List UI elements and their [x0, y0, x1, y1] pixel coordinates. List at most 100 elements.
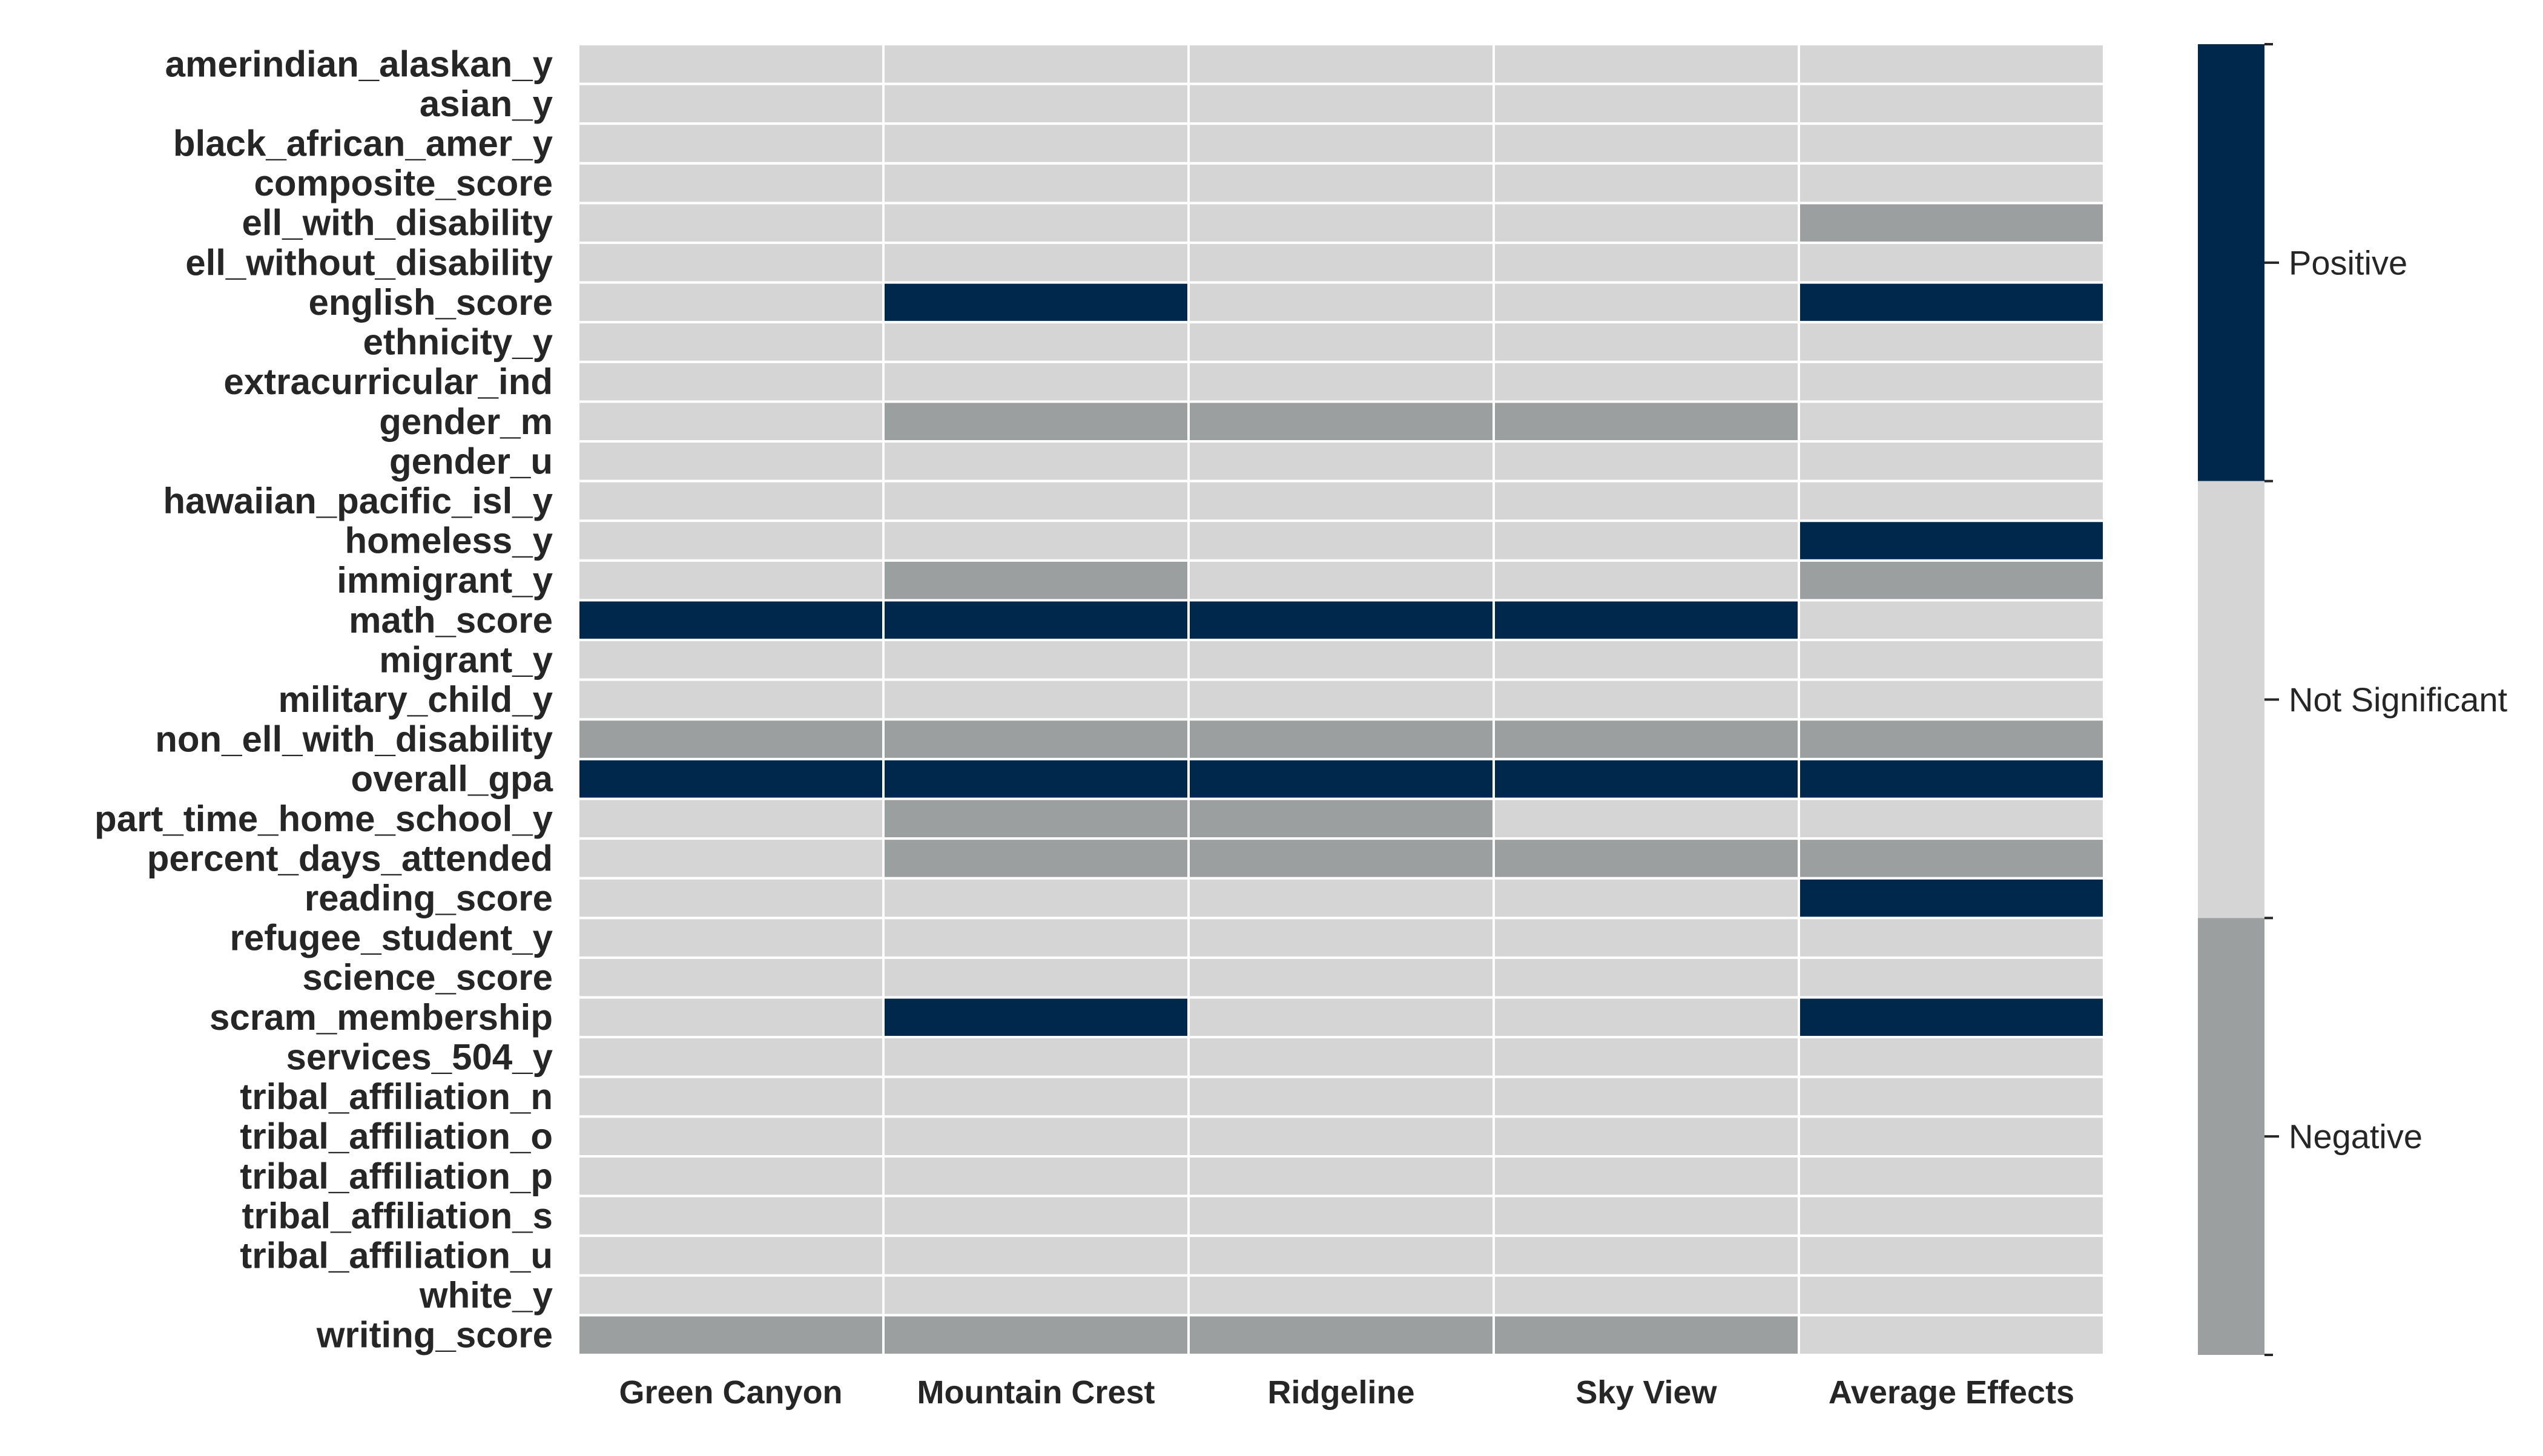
heatmap-cell-reading_score-1: [882, 877, 1190, 920]
x-tick-label: Average Effects: [1829, 1374, 2074, 1411]
heatmap-cell-tribal_affiliation_u-3: [1492, 1234, 1800, 1277]
y-tick-label: non_ell_with_disability: [155, 719, 553, 760]
heatmap-cell-part_time_home_school_y-0: [577, 797, 885, 840]
heatmap-cell-english_score-3: [1492, 281, 1800, 324]
heatmap-cell-gender_m-4: [1798, 400, 2105, 443]
heatmap-cell-reading_score-4: [1798, 877, 2105, 920]
heatmap-cell-ethnicity_y-1: [882, 321, 1190, 363]
y-tick-label: black_african_amer_y: [173, 124, 553, 164]
heatmap-cell-writing_score-3: [1492, 1314, 1800, 1357]
heatmap-cell-overall_gpa-2: [1187, 757, 1495, 800]
heatmap-cell-tribal_affiliation_o-4: [1798, 1115, 2105, 1158]
heatmap-cell-composite_score-3: [1492, 162, 1800, 205]
y-tick-label: overall_gpa: [351, 759, 553, 799]
y-tick-label: homeless_y: [345, 521, 553, 561]
heatmap-cell-percent_days_attended-3: [1492, 837, 1800, 880]
heatmap-cell-migrant_y-4: [1798, 639, 2105, 681]
heatmap-cell-scram_membership-1: [882, 996, 1190, 1039]
heatmap-cell-black_african_amer_y-1: [882, 122, 1190, 165]
y-tick-label: reading_score: [305, 878, 553, 918]
heatmap-cell-tribal_affiliation_n-2: [1187, 1075, 1495, 1118]
heatmap-cell-white_y-2: [1187, 1274, 1495, 1317]
heatmap-cell-extracurricular_ind-0: [577, 360, 885, 403]
heatmap-cell-extracurricular_ind-4: [1798, 360, 2105, 403]
heatmap-cell-composite_score-4: [1798, 162, 2105, 205]
x-tick-label: Green Canyon: [619, 1374, 842, 1411]
heatmap-cell-homeless_y-1: [882, 519, 1190, 562]
heatmap-cell-military_child_y-2: [1187, 678, 1495, 721]
heatmap-cell-overall_gpa-3: [1492, 757, 1800, 800]
colorbar-segment-not-significant: [2198, 481, 2264, 918]
heatmap-cell-part_time_home_school_y-2: [1187, 797, 1495, 840]
heatmap-cell-writing_score-1: [882, 1314, 1190, 1357]
heatmap-cell-tribal_affiliation_n-1: [882, 1075, 1190, 1118]
heatmap-cell-military_child_y-0: [577, 678, 885, 721]
heatmap-cell-extracurricular_ind-2: [1187, 360, 1495, 403]
heatmap-cell-hawaiian_pacific_isl_y-1: [882, 479, 1190, 522]
y-tick-label: services_504_y: [286, 1036, 553, 1077]
heatmap-cell-english_score-0: [577, 281, 885, 324]
heatmap-cell-part_time_home_school_y-1: [882, 797, 1190, 840]
heatmap-cell-homeless_y-2: [1187, 519, 1495, 562]
heatmap-cell-writing_score-0: [577, 1314, 885, 1357]
heatmap-cell-tribal_affiliation_u-0: [577, 1234, 885, 1277]
heatmap-cell-tribal_affiliation_s-1: [882, 1194, 1190, 1237]
y-tick-label: white_y: [419, 1275, 553, 1316]
heatmap-cell-gender_u-4: [1798, 440, 2105, 483]
heatmap-cell-overall_gpa-4: [1798, 757, 2105, 800]
heatmap-cell-part_time_home_school_y-3: [1492, 797, 1800, 840]
y-tick-label: english_score: [308, 282, 553, 323]
colorbar-label-positive: Positive: [2289, 243, 2407, 282]
heatmap-cell-amerindian_alaskan_y-4: [1798, 43, 2105, 85]
heatmap-cell-overall_gpa-0: [577, 757, 885, 800]
heatmap-cell-extracurricular_ind-1: [882, 360, 1190, 403]
heatmap-cell-composite_score-2: [1187, 162, 1495, 205]
heatmap-cell-tribal_affiliation_p-2: [1187, 1155, 1495, 1197]
y-tick-label: ell_without_disability: [185, 242, 553, 283]
heatmap-cell-ell_with_disability-0: [577, 202, 885, 245]
y-tick-label: tribal_affiliation_o: [240, 1116, 553, 1157]
heatmap-cell-tribal_affiliation_n-0: [577, 1075, 885, 1118]
y-tick-label: gender_m: [379, 401, 553, 442]
heatmap-cell-non_ell_with_disability-0: [577, 718, 885, 760]
heatmap-cell-homeless_y-3: [1492, 519, 1800, 562]
y-tick-label: tribal_affiliation_n: [240, 1076, 553, 1117]
heatmap-cell-refugee_student_y-3: [1492, 917, 1800, 959]
heatmap-cell-ell_without_disability-1: [882, 242, 1190, 284]
heatmap-cell-ell_with_disability-1: [882, 202, 1190, 245]
heatmap-cell-ell_without_disability-0: [577, 242, 885, 284]
heatmap-cell-tribal_affiliation_p-3: [1492, 1155, 1800, 1197]
heatmap-cell-white_y-4: [1798, 1274, 2105, 1317]
heatmap-cell-hawaiian_pacific_isl_y-2: [1187, 479, 1495, 522]
heatmap-cell-math_score-1: [882, 599, 1190, 642]
heatmap-cell-writing_score-2: [1187, 1314, 1495, 1357]
heatmap-cell-asian_y-2: [1187, 82, 1495, 125]
y-tick-label: percent_days_attended: [147, 838, 553, 878]
heatmap-cell-non_ell_with_disability-2: [1187, 718, 1495, 760]
heatmap-cell-ell_with_disability-2: [1187, 202, 1495, 245]
heatmap-cell-refugee_student_y-1: [882, 917, 1190, 959]
y-tick-label: math_score: [349, 600, 553, 641]
heatmap-cell-ell_with_disability-3: [1492, 202, 1800, 245]
y-tick-label: tribal_affiliation_s: [242, 1196, 553, 1236]
heatmap-cell-immigrant_y-2: [1187, 559, 1495, 602]
heatmap-cell-services_504_y-4: [1798, 1036, 2105, 1078]
heatmap-cell-amerindian_alaskan_y-1: [882, 43, 1190, 85]
heatmap-cell-military_child_y-4: [1798, 678, 2105, 721]
heatmap-cells: [577, 43, 2105, 1357]
heatmap-cell-military_child_y-1: [882, 678, 1190, 721]
x-tick-label: Ridgeline: [1267, 1374, 1414, 1411]
heatmap-cell-immigrant_y-4: [1798, 559, 2105, 602]
x-tick-label: Sky View: [1575, 1374, 1717, 1411]
heatmap-cell-percent_days_attended-1: [882, 837, 1190, 880]
y-tick-label: science_score: [302, 957, 553, 998]
heatmap-cell-writing_score-4: [1798, 1314, 2105, 1357]
heatmap-cell-gender_u-3: [1492, 440, 1800, 483]
heatmap-cell-services_504_y-2: [1187, 1036, 1495, 1078]
heatmap-cell-military_child_y-3: [1492, 678, 1800, 721]
heatmap-cell-services_504_y-1: [882, 1036, 1190, 1078]
y-tick-label: part_time_home_school_y: [94, 799, 553, 839]
heatmap-cell-white_y-1: [882, 1274, 1190, 1317]
heatmap-cell-tribal_affiliation_s-0: [577, 1194, 885, 1237]
